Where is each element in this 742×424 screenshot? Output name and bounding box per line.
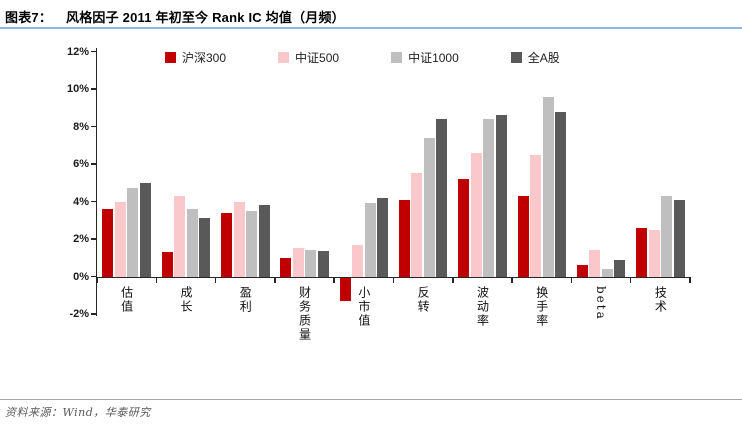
bar-财务质量 bbox=[317, 251, 329, 277]
bar-估值 bbox=[102, 209, 114, 277]
chart-legend: 沪深300 中证500 中证1000 全A股 bbox=[165, 49, 560, 66]
bar-换手率 bbox=[555, 111, 566, 277]
bar-波动率 bbox=[483, 119, 495, 277]
bar-成长 bbox=[161, 252, 173, 277]
y-axis-tick-label: 6% bbox=[73, 158, 89, 170]
bar-波动率 bbox=[470, 152, 482, 277]
x-axis-tick-mark bbox=[392, 276, 395, 283]
bar-换手率 bbox=[530, 154, 541, 277]
figure-tag: 图表7： bbox=[5, 10, 53, 25]
x-axis-tick-mark bbox=[96, 276, 98, 283]
y-axis-tick-label: -2% bbox=[69, 308, 89, 320]
bar-换手率 bbox=[517, 195, 529, 277]
legend-swatch-icon bbox=[510, 52, 522, 63]
x-axis-tick-mark bbox=[570, 276, 573, 283]
x-category-label: 小市值 bbox=[356, 285, 371, 328]
x-axis-tick-mark bbox=[452, 276, 454, 283]
y-axis-tick-label: 4% bbox=[73, 195, 89, 208]
x-axis-tick-mark bbox=[274, 276, 276, 283]
legend-swatch-icon bbox=[165, 52, 176, 63]
legend-swatch-icon bbox=[391, 52, 403, 63]
bar-盈利 bbox=[246, 210, 257, 277]
bar-估值 bbox=[114, 201, 126, 277]
y-axis-tick-mark bbox=[91, 238, 97, 240]
legend-item: 中证1000 bbox=[391, 49, 459, 66]
x-axis-tick-mark bbox=[155, 276, 158, 283]
bar-成长 bbox=[199, 218, 211, 277]
bar-小市值 bbox=[339, 276, 351, 301]
bar-波动率 bbox=[495, 115, 507, 277]
bar-技术 bbox=[661, 195, 673, 277]
legend-item: 全A股 bbox=[510, 49, 560, 66]
x-axis-tick-mark bbox=[689, 276, 691, 283]
bar-反转 bbox=[423, 137, 435, 277]
bar-财务质量 bbox=[292, 248, 304, 277]
footer-divider bbox=[0, 399, 742, 400]
bar-chart: 沪深300 中证500 中证1000 全A股 12% 10% 8% 6% 4% 2% 0% -2% 估… bbox=[0, 30, 742, 380]
legend-item: 沪深300 bbox=[165, 49, 226, 66]
y-axis-tick-label: 8% bbox=[73, 120, 89, 133]
bar-波动率 bbox=[458, 179, 470, 277]
y-axis-tick-mark bbox=[91, 313, 97, 315]
bar-反转 bbox=[398, 199, 410, 277]
bar-财务质量 bbox=[305, 250, 317, 277]
bar-小市值 bbox=[364, 203, 376, 277]
bar-beta bbox=[576, 265, 588, 277]
x-category-label: 成长 bbox=[178, 285, 193, 314]
legend-swatch-icon bbox=[278, 52, 290, 63]
bar-beta bbox=[601, 269, 613, 277]
bar-beta bbox=[614, 259, 626, 277]
y-axis-tick-mark bbox=[91, 275, 97, 278]
bar-财务质量 bbox=[280, 257, 292, 277]
bar-成长 bbox=[186, 209, 198, 277]
y-axis-tick-label: 0% bbox=[73, 270, 89, 283]
x-axis-tick-mark bbox=[333, 276, 335, 283]
y-axis-tick-mark bbox=[91, 50, 97, 53]
x-category-label: 波动率 bbox=[475, 285, 490, 328]
bar-小市值 bbox=[377, 197, 389, 277]
legend-item: 中证500 bbox=[278, 49, 339, 66]
y-axis-tick-label: 10% bbox=[66, 83, 89, 95]
bar-盈利 bbox=[233, 201, 245, 277]
bar-小市值 bbox=[352, 244, 364, 277]
bar-盈利 bbox=[258, 205, 270, 277]
bar-反转 bbox=[411, 173, 423, 277]
x-axis-tick-mark bbox=[629, 276, 632, 283]
bar-技术 bbox=[648, 229, 660, 277]
bar-估值 bbox=[127, 188, 139, 277]
y-axis-tick-mark bbox=[91, 125, 97, 128]
x-category-label: 反转 bbox=[416, 285, 431, 314]
bar-盈利 bbox=[221, 212, 232, 277]
x-axis-tick-mark bbox=[511, 276, 513, 283]
x-category-label: 换手率 bbox=[534, 285, 549, 328]
legend-label: 中证500 bbox=[295, 51, 340, 65]
source-note: 资料来源：Wind，华泰研究 bbox=[5, 406, 151, 419]
y-axis-tick-label: 12% bbox=[66, 45, 89, 58]
y-axis-tick-label: 2% bbox=[73, 233, 89, 245]
x-axis-tick-mark bbox=[214, 276, 217, 283]
figure-title-text: 风格因子 2011 年初至今 Rank IC 均值（月频） bbox=[66, 10, 345, 25]
legend-label: 全A股 bbox=[527, 51, 560, 65]
y-axis bbox=[95, 48, 97, 316]
bar-反转 bbox=[436, 119, 448, 277]
figure-title: 图表7： 风格因子 2011 年初至今 Rank IC 均值（月频） bbox=[5, 7, 735, 26]
bar-技术 bbox=[636, 227, 648, 277]
legend-label: 沪深300 bbox=[182, 51, 227, 65]
x-category-label: 财务质量 bbox=[297, 285, 312, 342]
y-axis-tick-mark bbox=[91, 163, 97, 165]
x-category-label: 技术 bbox=[653, 285, 668, 314]
bar-换手率 bbox=[542, 96, 554, 277]
x-category-label: 估值 bbox=[119, 285, 134, 314]
y-axis-tick-mark bbox=[91, 200, 97, 203]
y-axis-tick-mark bbox=[91, 88, 97, 90]
legend-label: 中证1000 bbox=[408, 51, 459, 65]
title-divider bbox=[0, 27, 742, 29]
x-category-label: beta bbox=[594, 285, 609, 321]
bar-估值 bbox=[139, 182, 151, 277]
bar-成长 bbox=[174, 195, 186, 277]
bar-技术 bbox=[673, 199, 685, 277]
x-category-label: 盈利 bbox=[238, 285, 253, 314]
bar-beta bbox=[589, 250, 601, 277]
